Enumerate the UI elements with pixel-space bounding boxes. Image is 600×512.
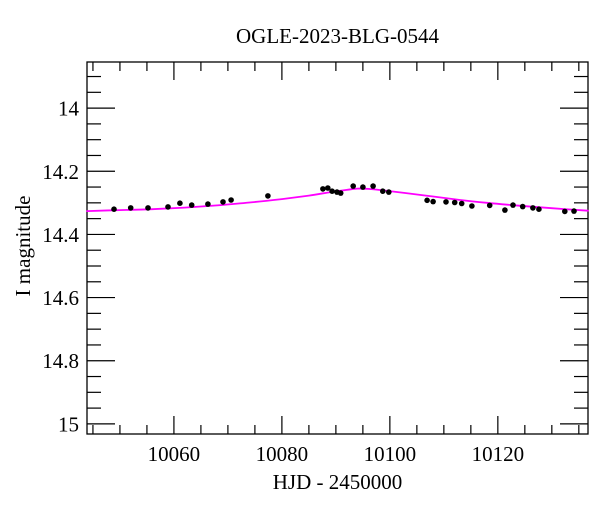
data-point [386, 189, 392, 195]
data-point [380, 188, 386, 194]
data-point [430, 198, 436, 205]
y-tick-label: 14.4 [42, 223, 79, 247]
y-tick-label: 14 [58, 97, 80, 121]
x-axis-label: HJD - 2450000 [273, 470, 403, 494]
y-tick-label: 14.8 [42, 349, 79, 373]
data-point [530, 205, 536, 211]
data-point [562, 208, 568, 215]
data-point [177, 200, 183, 206]
data-point [510, 202, 516, 208]
data-point [486, 202, 493, 209]
tick-labels: 10060 10080 10100 10120 14 14.2 14.4 14.6 14.8 15 [42, 97, 524, 466]
data-point [424, 197, 430, 204]
data-point [350, 183, 357, 189]
data-point [228, 197, 234, 203]
x-tick-label: 10120 [472, 442, 525, 466]
x-tick-label: 10060 [148, 442, 201, 466]
data-point [329, 188, 335, 194]
y-axis-label: I magnitude [11, 196, 35, 297]
data-point [337, 190, 344, 196]
data-point [205, 201, 211, 207]
x-tick-label: 10100 [364, 442, 417, 466]
data-point [145, 205, 151, 211]
y-tick-label: 14.6 [42, 286, 79, 310]
plot-title: OGLE-2023-BLG-0544 [236, 24, 439, 48]
model-curve [86, 187, 589, 212]
model-curve-group [86, 187, 589, 212]
data-point [188, 202, 195, 208]
data-point [127, 205, 134, 211]
x-tick-label: 10080 [256, 442, 309, 466]
data-point [469, 203, 475, 209]
data-point [325, 185, 331, 191]
y-tick-label: 14.2 [42, 160, 79, 184]
data-point [451, 199, 458, 206]
data-point [111, 206, 117, 212]
data-point [165, 204, 171, 210]
plot-frame [86, 61, 589, 435]
data-point [220, 199, 226, 205]
y-tick-label: 15 [58, 412, 79, 436]
data-point [458, 200, 465, 207]
data-point [443, 199, 449, 205]
data-point [536, 206, 542, 212]
data-point [502, 207, 508, 213]
data-point [360, 184, 366, 190]
data-point [370, 183, 376, 189]
data-point [265, 193, 271, 199]
axis-ticks [87, 62, 588, 434]
data-points-group [111, 183, 577, 215]
data-point [519, 203, 526, 210]
data-point [571, 208, 577, 214]
data-point [320, 186, 326, 192]
